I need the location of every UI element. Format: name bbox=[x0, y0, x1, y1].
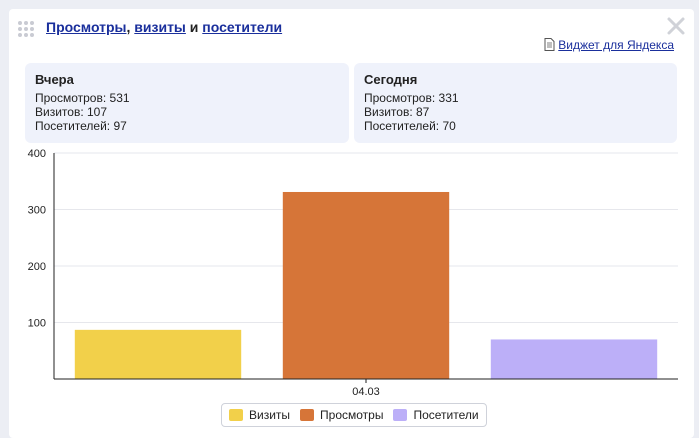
chart-legend: Визиты Просмотры Посетители bbox=[221, 403, 487, 427]
drag-handle-icon[interactable] bbox=[18, 21, 36, 37]
legend-label: Посетители bbox=[413, 408, 479, 422]
yesterday-views: Просмотров: 531 bbox=[35, 91, 130, 105]
y-tick-label: 100 bbox=[28, 318, 46, 330]
visitors-link[interactable]: посетители bbox=[202, 19, 283, 35]
bar-chart: 100 200 300 400 04.03 bbox=[28, 148, 678, 398]
today-heading: Сегодня bbox=[364, 72, 418, 87]
visits-link[interactable]: визиты bbox=[134, 19, 186, 35]
bar-2 bbox=[282, 191, 450, 379]
y-tick-label: 300 bbox=[28, 205, 46, 217]
legend-item-3[interactable]: Посетители bbox=[393, 408, 479, 422]
x-tick-label: 04.03 bbox=[352, 386, 380, 398]
legend-item-2[interactable]: Просмотры bbox=[300, 408, 383, 422]
yesterday-visitors: Посетителей: 97 bbox=[35, 119, 127, 133]
bar-3 bbox=[490, 339, 658, 379]
today-stats: Сегодня Просмотров: 331 Визитов: 87 Посе… bbox=[354, 63, 677, 143]
legend-item-1[interactable]: Визиты bbox=[229, 408, 290, 422]
y-tick-label: 200 bbox=[28, 261, 46, 273]
today-visits: Визитов: 87 bbox=[364, 105, 430, 119]
legend-swatch bbox=[393, 409, 408, 421]
today-views: Просмотров: 331 bbox=[364, 91, 459, 105]
yandex-widget-link-wrap: Виджет для Яндекса bbox=[544, 38, 674, 52]
legend-label: Визиты bbox=[249, 408, 291, 422]
legend-label: Просмотры bbox=[320, 408, 384, 422]
y-tick-label: 400 bbox=[28, 148, 46, 160]
yesterday-stats: Вчера Просмотров: 531 Визитов: 107 Посет… bbox=[25, 63, 349, 143]
title-and: и bbox=[189, 19, 199, 35]
stats-widget: Просмотры, визиты и посетители Виджет дл… bbox=[9, 9, 694, 438]
title-comma: , bbox=[126, 19, 131, 35]
yesterday-heading: Вчера bbox=[35, 72, 74, 87]
legend-swatch bbox=[300, 409, 315, 421]
widget-title: Просмотры, визиты и посетители bbox=[46, 19, 282, 35]
views-link[interactable]: Просмотры bbox=[46, 19, 127, 35]
yesterday-visits: Визитов: 107 bbox=[35, 105, 108, 119]
legend-swatch bbox=[229, 409, 243, 421]
close-icon[interactable] bbox=[665, 15, 687, 37]
document-icon bbox=[544, 38, 555, 51]
bar-1 bbox=[74, 329, 242, 379]
today-visitors: Посетителей: 70 bbox=[364, 119, 456, 133]
yandex-widget-link[interactable]: Виджет для Яндекса bbox=[558, 38, 674, 52]
